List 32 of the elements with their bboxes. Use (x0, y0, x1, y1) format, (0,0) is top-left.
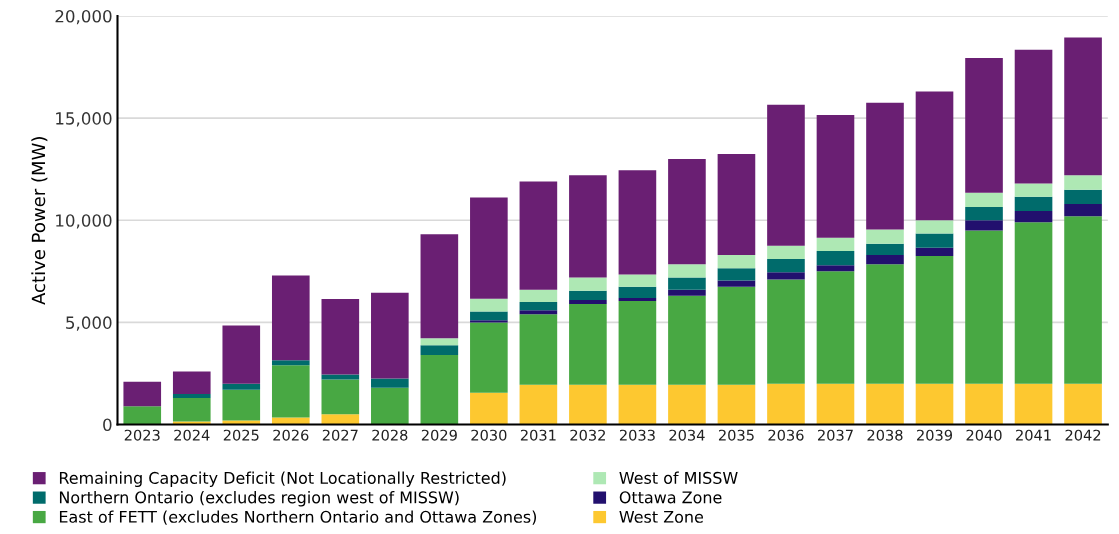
x-tick-label: 2041 (1016, 429, 1051, 441)
x-tick-label: 2039 (917, 429, 953, 441)
legend-label: Ottawa Zone (619, 491, 722, 504)
x-tick-label: 2037 (817, 429, 853, 441)
x-tick-label: 2035 (718, 429, 754, 441)
x-tick-label: 2026 (273, 429, 309, 441)
legend-label: Remaining Capacity Deficit (Not Locationally Restricted) (59, 471, 506, 488)
x-tick-label: 2042 (1065, 429, 1101, 441)
x-tick-label: 2024 (174, 429, 210, 441)
x-tick-label: 2033 (619, 429, 655, 441)
legend-label: West Zone (619, 510, 703, 523)
y-tick-label: 20,000 (55, 9, 112, 25)
x-tick-label: 2036 (768, 429, 804, 441)
x-tick-label: 2038 (867, 429, 903, 441)
x-tick-label: 2028 (372, 429, 408, 441)
x-tick-label: 2029 (421, 429, 457, 441)
x-tick-label: 2023 (124, 429, 160, 441)
x-tick-label: 2031 (520, 429, 556, 441)
x-tick-label: 2030 (471, 429, 507, 441)
x-tick-label: 2032 (570, 429, 605, 441)
x-tick-label: 2027 (322, 429, 358, 441)
x-tick-label: 2034 (669, 429, 705, 441)
legend-label: East of FETT (excludes Northern Ontario and Ottawa Zones) (59, 510, 537, 525)
y-axis-title: Active Power (MW) (31, 137, 48, 305)
legend-label: West of MISSW (619, 471, 738, 484)
legend-label: Northern Ontario (excludes region west of MISSW) (59, 491, 459, 507)
y-tick-label: 15,000 (56, 112, 112, 127)
y-tick-label: 5,000 (66, 316, 112, 331)
y-tick-label: 10,000 (56, 214, 112, 229)
y-tick-label: 0 (103, 418, 112, 432)
x-tick-label: 2040 (966, 429, 1002, 441)
x-tick-label: 2025 (223, 429, 259, 441)
